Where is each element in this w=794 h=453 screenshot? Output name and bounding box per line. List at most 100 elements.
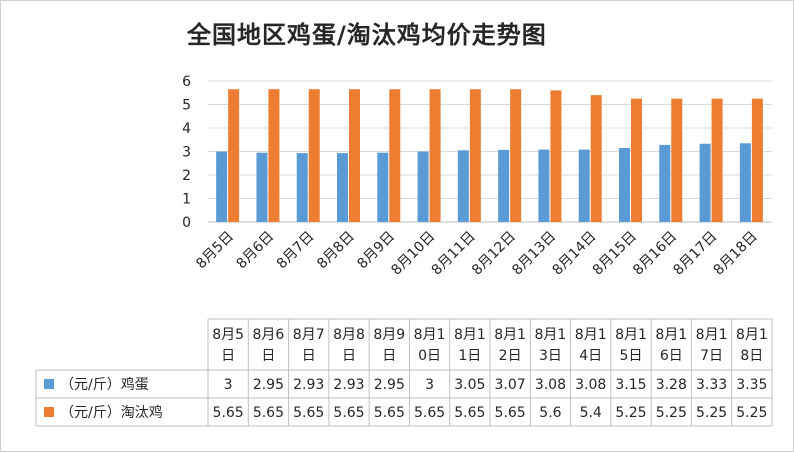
gridlines [208, 80, 772, 223]
legend-label-egg: （元/斤）鸡蛋 [60, 376, 149, 393]
table-cell: 3.08 [575, 377, 606, 393]
table-header-line: 8月7 [293, 327, 325, 343]
bar-egg [256, 152, 268, 222]
table-cell: 5.25 [736, 405, 767, 421]
bars [216, 89, 763, 223]
table-header-line: 8月1 [454, 327, 486, 343]
bar-cull-hen [389, 89, 401, 222]
table-cell: 5.4 [580, 405, 602, 421]
x-tick-label: 8月7日 [274, 229, 318, 273]
bar-egg [216, 151, 228, 222]
data-table: 8月5 日 8月6 日 8月7 日 8月8 日 8月9 日 8月1 0日 8月1 1日 8月1 2日 8月1 3日… [35, 318, 773, 427]
y-tick-label: 1 [182, 192, 191, 208]
y-tick-label: 0 [182, 215, 191, 231]
table-header-line: 0日 [418, 348, 441, 364]
x-tick-label: 8月18日 [711, 229, 761, 279]
table-header-line: 2日 [499, 348, 522, 364]
table-header-line: 日 [382, 348, 396, 364]
table-header-line: 8月9 [373, 327, 405, 343]
table-header-line: 日 [342, 348, 356, 364]
chart-title: 全国地区鸡蛋/淘汰鸡均价走势图 [187, 21, 547, 49]
table-header-line: 日 [221, 348, 235, 364]
x-tick-label: 8月12日 [469, 229, 519, 279]
bar-cull-hen [268, 89, 280, 222]
table-header-line: 8月1 [494, 327, 526, 343]
bar-cull-hen [550, 90, 562, 223]
y-tick-label: 6 [182, 74, 191, 90]
bar-egg [538, 149, 550, 222]
bar-egg [619, 147, 630, 222]
bar-cull-hen [429, 89, 441, 222]
table-cell: 5.25 [656, 405, 687, 421]
table-cell: 5.25 [696, 405, 727, 421]
table-header-line: 日 [261, 348, 275, 364]
bar-cull-hen [228, 89, 240, 222]
y-tick-label: 2 [182, 168, 191, 184]
table-cell: 5.65 [374, 405, 405, 421]
table-cell: 5.65 [414, 405, 445, 421]
bar-cull-hen [349, 89, 360, 222]
table-header-line: 8月1 [575, 327, 607, 343]
x-tick-label: 8月17日 [670, 229, 720, 279]
table-cell: 2.93 [293, 377, 324, 393]
table-cell: 5.65 [333, 405, 364, 421]
x-tick-label: 8月10日 [388, 229, 438, 279]
bar-cull-hen [711, 98, 723, 222]
bar-egg [659, 144, 671, 222]
table-header-line: 8月1 [736, 327, 768, 343]
y-tick-label: 5 [182, 98, 191, 114]
table-header-line: 日 [302, 348, 316, 364]
x-axis-ticks: 8月5日8月6日8月7日8月8日8月9日8月10日8月11日8月12日8月13日… [193, 229, 760, 279]
bar-cull-hen [308, 89, 320, 222]
table-header-line: 8月1 [535, 327, 567, 343]
table-cell: 3.28 [656, 377, 687, 393]
y-tick-label: 4 [182, 121, 191, 137]
table-header-line: 6日 [660, 348, 683, 364]
table-header-line: 8月1 [696, 327, 728, 343]
legend-swatch-cull-hen [44, 407, 54, 417]
table-cell: 3.05 [454, 377, 485, 393]
table-cell: 3.08 [535, 377, 566, 393]
x-tick-label: 8月15日 [590, 229, 640, 279]
table-cell: 5.25 [615, 405, 646, 421]
x-tick-label: 8月5日 [193, 229, 237, 273]
table-cell: 2.93 [333, 377, 364, 393]
y-axis-ticks: 0 1 2 3 4 5 6 [182, 74, 191, 231]
table-header-line: 4日 [579, 348, 602, 364]
table-header-line: 8月5 [212, 327, 244, 343]
bar-cull-hen [671, 98, 683, 222]
bar-cull-hen [751, 98, 763, 222]
y-tick-label: 3 [182, 145, 191, 161]
table-cell: 3.33 [696, 377, 727, 393]
table-cell: 3 [224, 377, 233, 393]
bar-egg [457, 150, 469, 222]
x-tick-label: 8月6日 [234, 229, 278, 273]
table-cell: 5.65 [213, 405, 244, 421]
legend-swatch-egg [44, 379, 54, 389]
table-cell: 3.15 [615, 377, 646, 393]
bar-egg [739, 143, 751, 222]
x-tick-label: 8月11日 [429, 229, 479, 279]
table-cell: 2.95 [374, 377, 405, 393]
table-header-line: 5日 [620, 348, 643, 364]
table-header-line: 1日 [458, 348, 481, 364]
bar-egg [578, 149, 590, 222]
bar-cull-hen [631, 98, 642, 222]
bar-cull-hen [590, 95, 602, 222]
x-tick-label: 8月14日 [550, 229, 600, 279]
table-cell: 5.6 [539, 405, 561, 421]
table-cell: 3.35 [736, 377, 767, 393]
bar-egg [498, 149, 510, 222]
table-cell: 3 [425, 377, 434, 393]
bar-cull-hen [469, 89, 481, 222]
table-header-line: 8月8 [333, 327, 365, 343]
bar-egg [699, 143, 711, 222]
table-header-line: 8日 [740, 348, 763, 364]
legend-label-cull-hen: （元/斤）淘汰鸡 [60, 404, 163, 421]
table-header-line: 8月6 [253, 327, 285, 343]
bar-egg [337, 153, 348, 222]
table-cell: 2.95 [253, 377, 284, 393]
bar-egg [417, 151, 429, 222]
